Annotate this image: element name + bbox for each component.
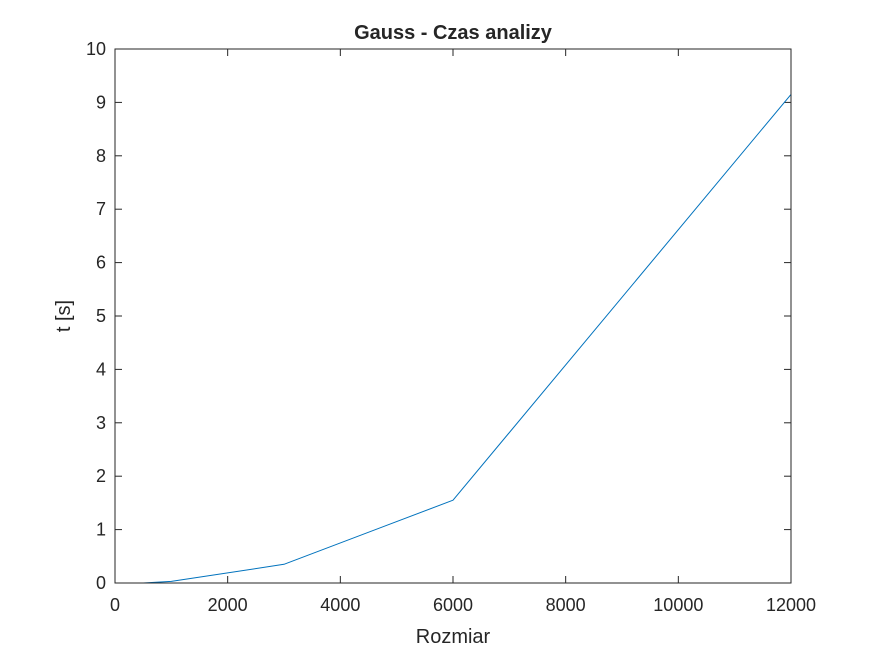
x-tick-label: 12000 (766, 595, 816, 615)
series-layer (143, 94, 792, 584)
axes-box (114, 48, 792, 584)
y-tick-label: 7 (96, 199, 106, 219)
y-axis-label: t [s] (53, 300, 75, 332)
x-axis-label: Rozmiar (416, 626, 491, 648)
chart-title: Gauss - Czas analizy (354, 22, 553, 44)
y-tick-label: 8 (96, 146, 106, 166)
y-tick-label: 2 (96, 466, 106, 486)
series-line (143, 94, 792, 584)
x-tick-label: 4000 (320, 595, 360, 615)
y-tick-label: 6 (96, 253, 106, 273)
y-tick-label: 3 (96, 413, 106, 433)
y-tick-label: 4 (96, 359, 106, 379)
x-tick-label: 10000 (653, 595, 703, 615)
y-tick-label: 1 (96, 520, 106, 540)
x-tick-label: 0 (110, 595, 120, 615)
y-tick-label: 10 (86, 39, 106, 59)
x-tick-label: 6000 (433, 595, 473, 615)
x-tick-label: 8000 (546, 595, 586, 615)
x-axis-ticks: 0 2000 4000 6000 8000 10000 12000 (110, 49, 816, 615)
y-tick-label: 5 (96, 306, 106, 326)
y-tick-label: 9 (96, 92, 106, 112)
x-tick-label: 2000 (208, 595, 248, 615)
y-tick-label: 0 (96, 573, 106, 593)
y-axis-ticks: 0 1 2 3 4 5 6 7 8 9 10 (86, 39, 791, 593)
plot-area (115, 49, 791, 583)
